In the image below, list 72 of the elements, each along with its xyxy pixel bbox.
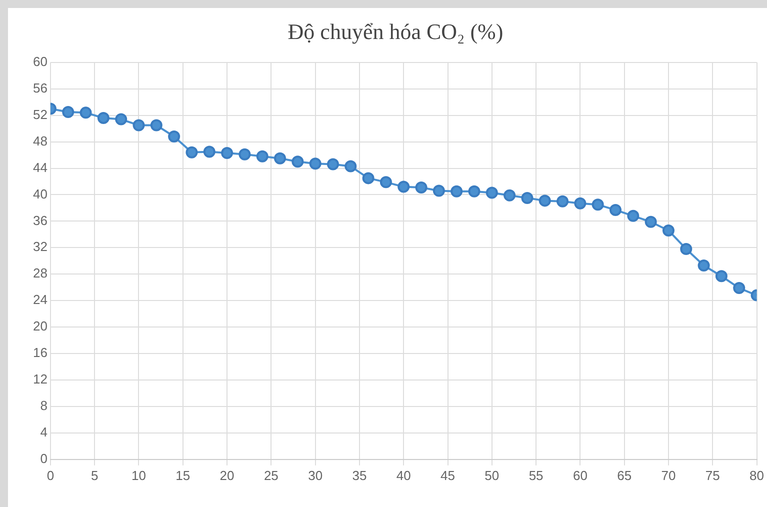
- point: [662, 224, 674, 236]
- y-tick-label: 52: [32, 106, 48, 122]
- x-tick-label: 70: [661, 468, 676, 483]
- x-tick-label: 65: [617, 468, 632, 483]
- point: [538, 194, 551, 207]
- y-tick-label: 32: [32, 239, 48, 254]
- y-tick-label: 36: [32, 212, 48, 228]
- point: [203, 146, 216, 158]
- point: [344, 160, 357, 172]
- point: [221, 147, 234, 160]
- point: [521, 192, 534, 204]
- point: [556, 195, 569, 208]
- point: [326, 158, 339, 170]
- y-tick-label: 8: [40, 398, 48, 414]
- point: [415, 181, 428, 194]
- point: [62, 106, 74, 118]
- point: [398, 180, 410, 193]
- x-tick-label: 75: [705, 468, 720, 483]
- y-tick-label: 28: [32, 266, 48, 281]
- point: [450, 185, 463, 198]
- point: [186, 146, 198, 158]
- y-tick-label: 4: [40, 424, 48, 440]
- point: [680, 242, 692, 255]
- x-tick-label: 10: [132, 468, 146, 483]
- point: [715, 270, 728, 282]
- x-tick-label: 40: [396, 468, 411, 483]
- x-tick-label: 30: [308, 468, 323, 483]
- y-tick-label: 56: [32, 80, 48, 96]
- y-tick-label: 0: [40, 450, 48, 466]
- y-tick-label: 48: [32, 133, 48, 148]
- x-tick-label: 50: [484, 468, 500, 483]
- x-tick-label: 80: [750, 468, 764, 483]
- x-tick-label: 55: [528, 468, 544, 483]
- point: [150, 119, 162, 132]
- point: [80, 106, 92, 119]
- y-tick-label: 44: [32, 160, 48, 175]
- x-tick-label: 45: [440, 468, 455, 483]
- point: [574, 197, 586, 210]
- y-tick-label: 60: [32, 54, 48, 69]
- point: [256, 150, 268, 162]
- x-tick-label: 5: [90, 468, 98, 483]
- point: [733, 282, 746, 294]
- point: [238, 148, 251, 160]
- point: [115, 113, 128, 126]
- x-tick-label: 15: [176, 468, 190, 483]
- point: [309, 158, 322, 170]
- y-tick-label: 40: [32, 186, 48, 202]
- y-tick-label: 20: [32, 318, 48, 334]
- chart-title: Độ chuyển hóa CO₂ (%): [288, 18, 504, 44]
- point: [274, 152, 286, 164]
- y-tick-label: 12: [32, 372, 48, 387]
- point: [362, 172, 374, 184]
- point: [592, 198, 604, 211]
- x-tick-label: 60: [572, 468, 588, 483]
- point: [468, 185, 480, 198]
- point: [380, 176, 392, 188]
- point: [486, 186, 498, 199]
- point: [292, 156, 304, 168]
- x-tick-label: 20: [220, 468, 234, 483]
- point: [97, 112, 110, 124]
- point: [698, 260, 710, 272]
- x-tick-label: 35: [352, 468, 367, 483]
- y-tick-label: 24: [32, 292, 48, 308]
- point: [432, 184, 445, 197]
- y-tick-label: 16: [32, 345, 48, 360]
- point: [610, 204, 622, 216]
- point: [132, 119, 145, 132]
- point: [168, 130, 180, 143]
- x-tick-label: 25: [264, 468, 278, 483]
- point: [627, 210, 640, 222]
- point: [504, 189, 516, 202]
- point: [644, 216, 657, 228]
